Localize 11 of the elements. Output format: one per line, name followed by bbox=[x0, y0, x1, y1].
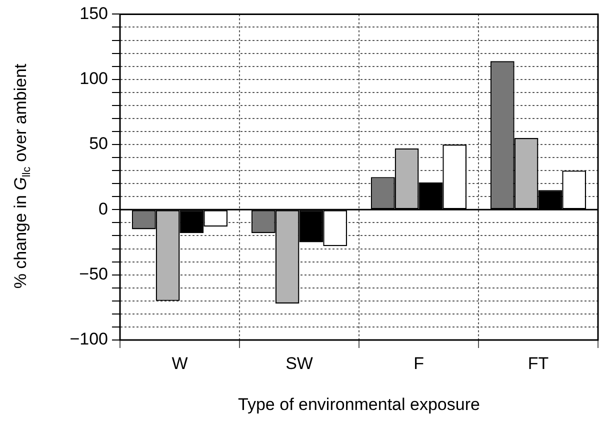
x-tick-label: FT bbox=[528, 354, 549, 373]
y-tick-label: 150 bbox=[80, 4, 108, 23]
y-tick-label: 50 bbox=[89, 134, 108, 154]
y-tick-label: 0 bbox=[98, 199, 108, 218]
x-tick-label: W bbox=[172, 354, 188, 373]
x-axis-title: Type of environmental exposure bbox=[237, 395, 481, 415]
x-tick-label: SW bbox=[286, 354, 313, 373]
y-tick-label: −50 bbox=[79, 264, 108, 284]
y-tick-label: −100 bbox=[70, 330, 108, 349]
y-tick-label: 100 bbox=[80, 69, 108, 88]
x-tick-label: F bbox=[414, 354, 424, 373]
